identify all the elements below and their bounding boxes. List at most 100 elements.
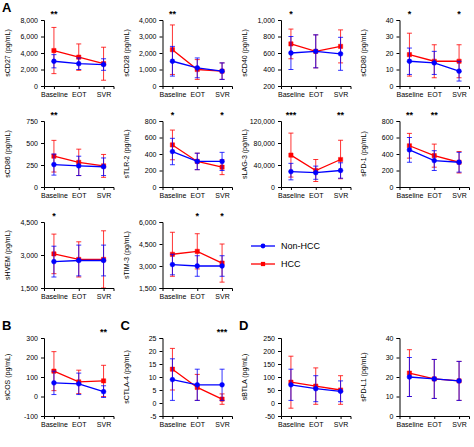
error-bar <box>101 245 106 276</box>
subplot: -1000100200300BaselineEOTSVRsICOS (pg/mL… <box>4 327 114 428</box>
y-tick-label: 200 <box>145 167 157 174</box>
error-bar <box>195 234 200 269</box>
marker <box>170 59 175 64</box>
error-bar <box>220 152 225 170</box>
subplot: 02,0004,0006,0008,000BaselineEOTSVRsCD27… <box>4 9 114 98</box>
y-tick-label: 40 <box>386 335 394 342</box>
y-tick-label: 0 <box>34 184 38 191</box>
axis-line <box>163 87 233 90</box>
subplot: -50510152025BaselineEOTSVRsCTLA-4 (pg/mL… <box>123 327 233 428</box>
y-tick-label: 200 <box>263 83 275 90</box>
axis-line <box>160 223 164 289</box>
subplot: 010203040BaselineEOTSVRsPD-L1 (pg/mL) <box>360 335 470 428</box>
y-tick: 3,000 <box>139 33 163 40</box>
marker <box>52 162 57 167</box>
x-tick-mark <box>341 187 342 190</box>
series <box>288 356 343 408</box>
x-tick-mark <box>434 187 435 190</box>
legend-label: Non-HCC <box>281 241 321 251</box>
x-tick: EOT <box>428 416 443 428</box>
x-tick-label: SVR <box>334 421 348 428</box>
y-tick: 40 <box>386 335 400 342</box>
y-tick-label: 100 <box>26 374 38 381</box>
y-axis: 1,5003,0004,5006,000 <box>139 219 163 292</box>
marker <box>76 381 81 386</box>
x-tick-mark <box>459 187 460 190</box>
y-tick: 4,000 <box>139 17 163 24</box>
error-bar <box>170 254 175 275</box>
y-tick: 0 <box>34 83 44 90</box>
x-tick-mark <box>79 86 80 89</box>
legend-marker <box>261 244 266 249</box>
error-bar <box>432 151 437 171</box>
y-tick-mark <box>160 244 163 245</box>
y-tick-mark <box>278 86 281 87</box>
significance: * <box>220 110 224 120</box>
series <box>407 33 462 78</box>
y-tick-label: 800 <box>382 118 394 125</box>
x-tick-label: Baseline <box>159 421 186 428</box>
y-tick: -50 <box>265 413 281 420</box>
y-axis: 02,0004,0006,0008,000 <box>20 17 44 90</box>
y-tick-mark <box>160 53 163 54</box>
y-tick-label: 5 <box>153 387 157 394</box>
significance: * <box>220 211 224 221</box>
significance: ** <box>169 9 177 19</box>
error-bar <box>432 359 437 398</box>
x-tick: Baseline <box>159 187 186 199</box>
plot-marks <box>288 356 343 408</box>
y-tick-label: 800 <box>263 33 275 40</box>
y-tick: 120,000 <box>250 118 281 125</box>
significance: ** <box>100 327 108 337</box>
y-tick-label: 400 <box>263 66 275 73</box>
y-tick-label: 1,000 <box>257 17 275 24</box>
x-tick-label: Baseline <box>396 421 423 428</box>
marker <box>313 49 318 54</box>
error-bar <box>76 370 81 393</box>
error-bar <box>313 166 318 179</box>
error-bar <box>313 35 318 68</box>
x-tick: Baseline <box>159 288 186 300</box>
x-tick-label: Baseline <box>278 421 305 428</box>
y-tick: 250 <box>263 335 281 342</box>
x-tick-label: SVR <box>215 192 229 199</box>
marker <box>220 382 225 387</box>
y-tick-label: 0 <box>390 413 394 420</box>
y-tick-mark <box>41 121 44 122</box>
y-tick: 200 <box>263 348 281 355</box>
y-tick: 80,000 <box>254 140 281 147</box>
y-tick-mark <box>160 222 163 223</box>
y-axis-title: sICOS (pg/mL) <box>4 354 12 401</box>
significance: * <box>408 9 412 19</box>
y-tick: 400 <box>145 151 163 158</box>
plot-marks <box>51 140 106 177</box>
marker <box>432 377 436 381</box>
y-tick: 800 <box>382 118 400 125</box>
y-tick-label: -5 <box>150 413 156 420</box>
y-tick: 200 <box>263 83 281 90</box>
error-bar <box>76 245 81 276</box>
x-tick-mark <box>222 187 223 190</box>
x-tick: Baseline <box>396 187 423 199</box>
subplot: -50050100150200250BaselineEOTSVRsBTLA (p… <box>241 335 351 428</box>
x-axis: BaselineEOTSVR <box>159 86 232 98</box>
marker <box>52 259 57 264</box>
x-tick-label: Baseline <box>159 91 186 98</box>
y-tick: 1,000 <box>257 17 281 24</box>
y-tick-label: 20 <box>386 50 394 57</box>
marker <box>101 389 106 394</box>
y-tick: 2,000 <box>139 50 163 57</box>
error-bar <box>407 48 412 74</box>
y-axis: 010203040 <box>386 335 400 420</box>
x-tick: SVR <box>452 187 466 199</box>
axis-line <box>45 87 115 90</box>
error-bar <box>220 369 225 400</box>
y-tick-label: -100 <box>24 413 38 420</box>
marker <box>195 159 199 163</box>
axis-line <box>278 339 282 417</box>
y-tick-mark <box>397 187 400 188</box>
y-axis-title: sCD40 (pg/mL) <box>241 29 249 76</box>
y-tick: 0 <box>271 184 281 191</box>
error-bar <box>76 242 81 277</box>
series <box>170 359 225 401</box>
